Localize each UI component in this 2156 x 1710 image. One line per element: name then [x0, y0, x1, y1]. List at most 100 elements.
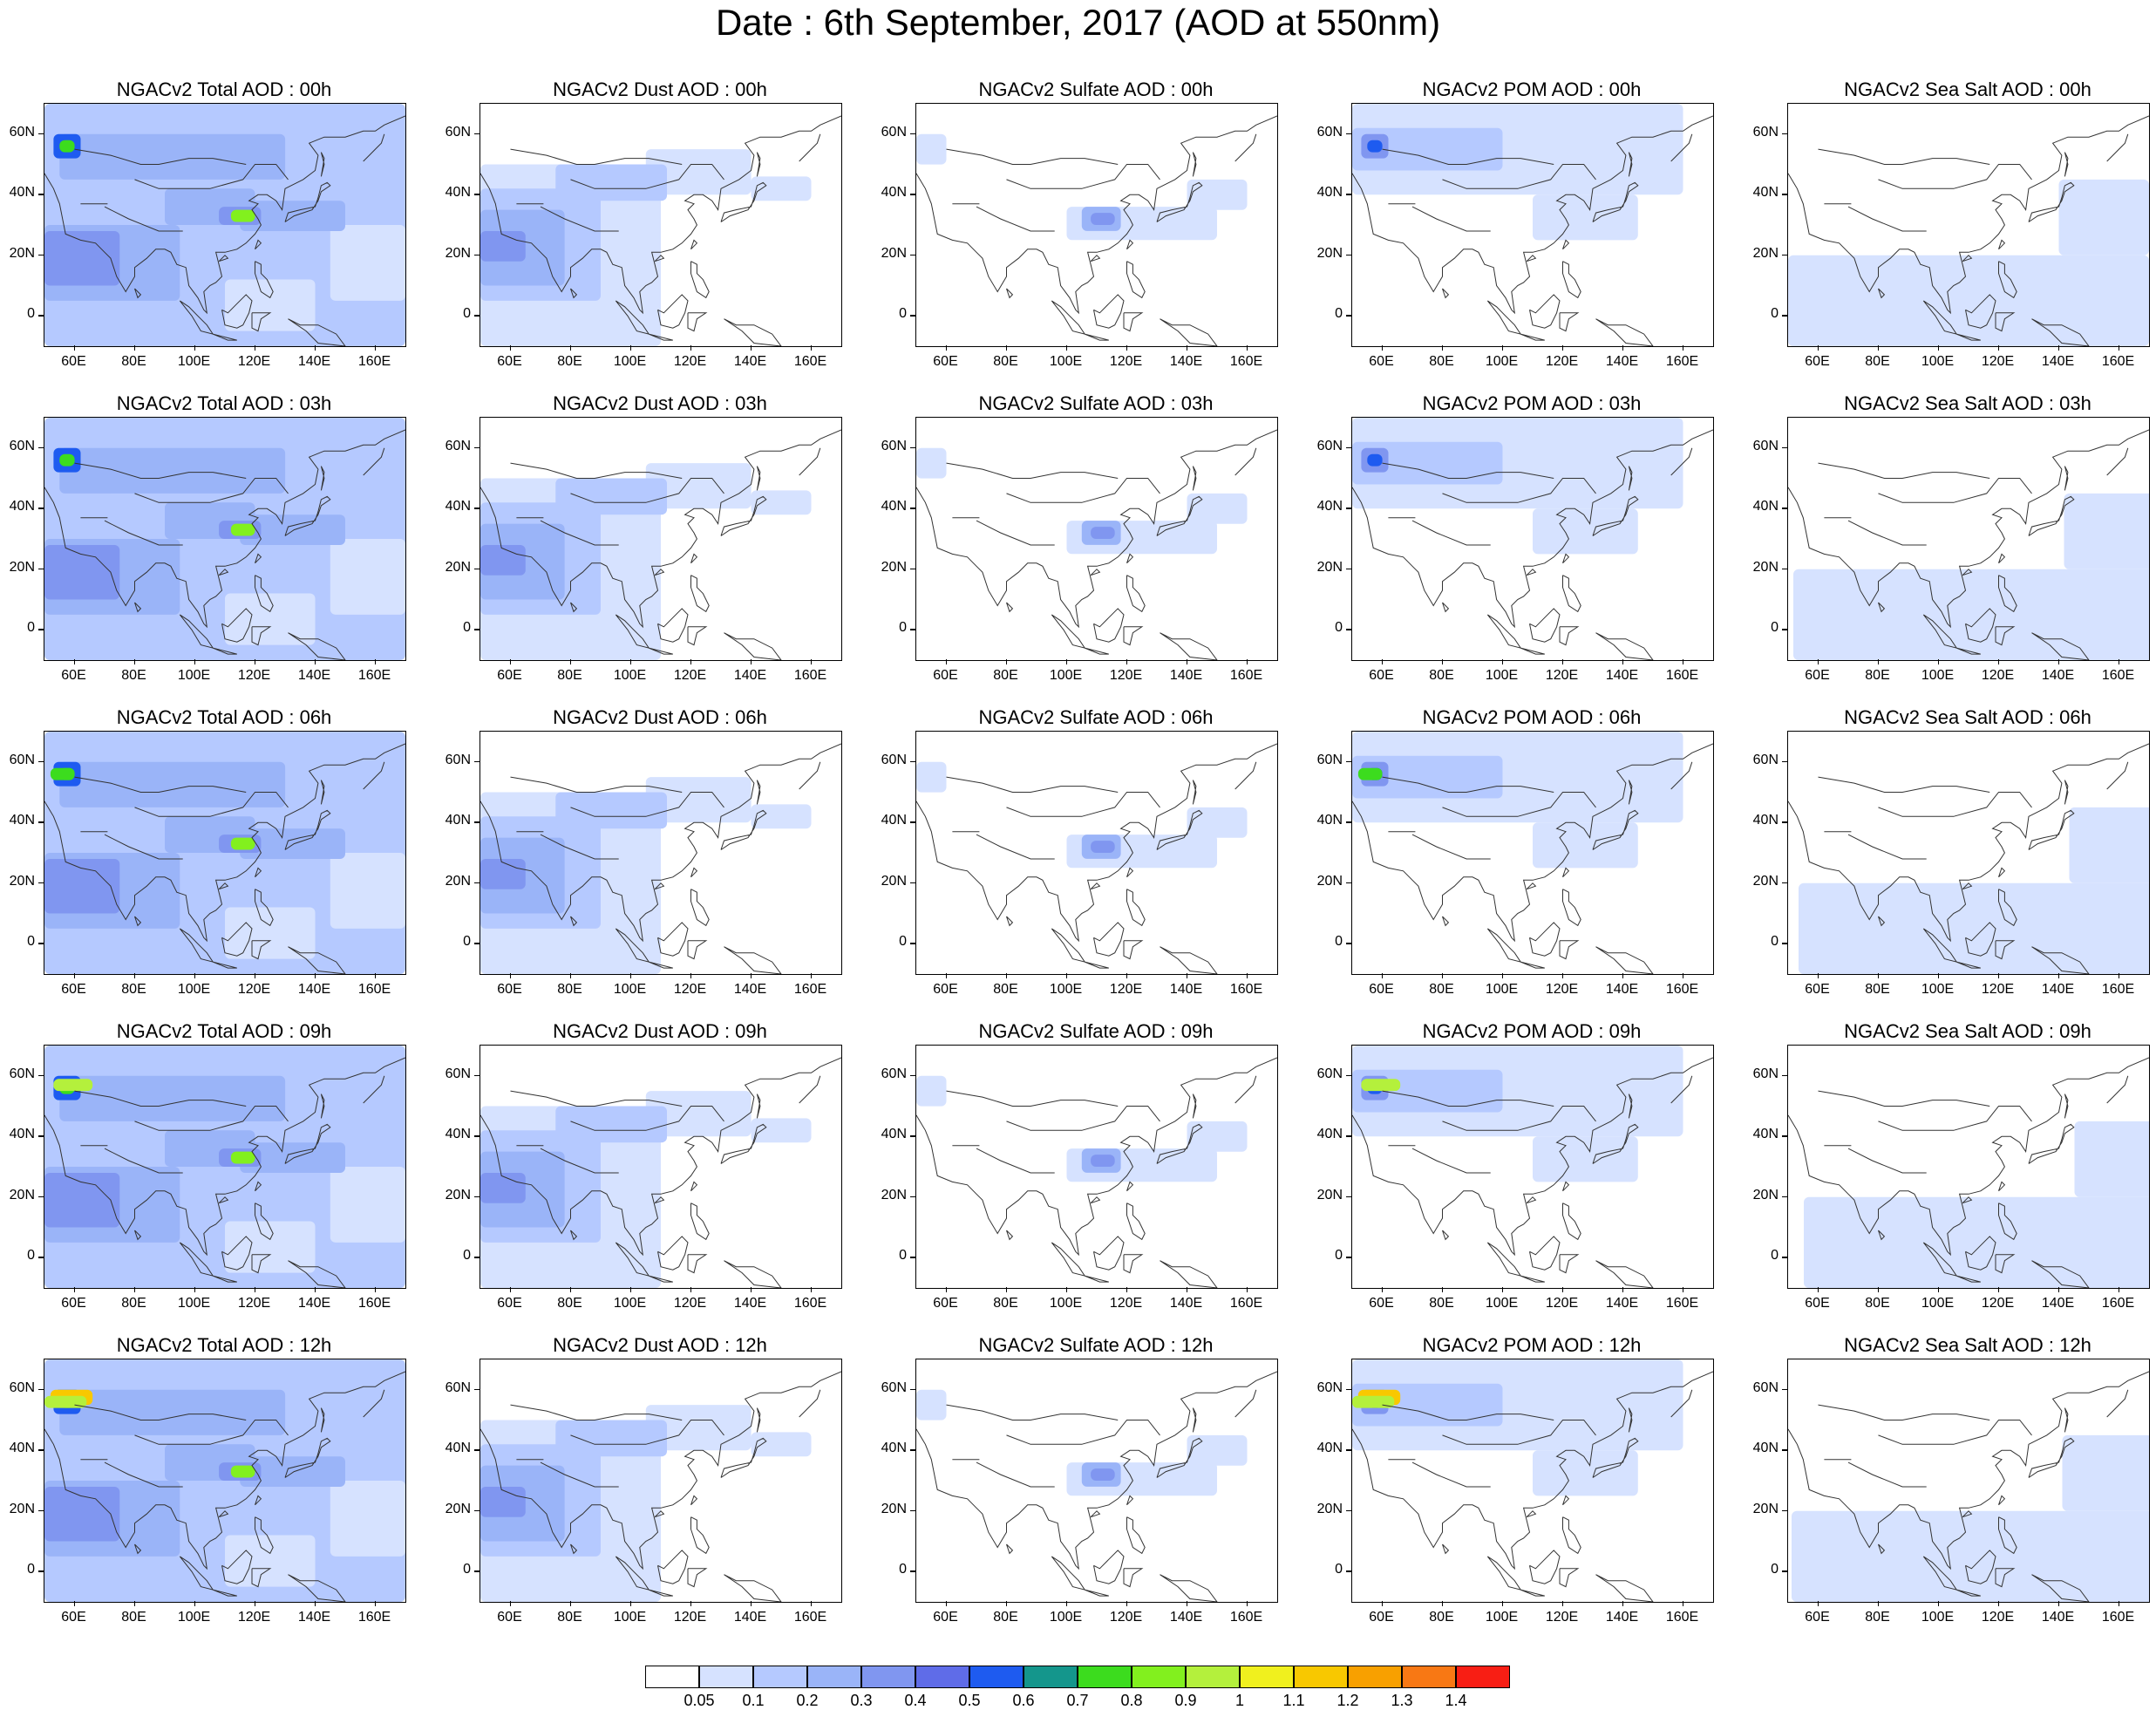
lat-tick-label: 0 — [27, 306, 35, 322]
lon-tick-label: 100E — [1921, 1610, 1955, 1625]
lon-tick-label: 140E — [733, 982, 767, 997]
lat-tick-label: 40N — [445, 499, 471, 514]
lat-tick-label: 40N — [445, 1441, 471, 1456]
lon-tick-label: 100E — [177, 668, 211, 683]
lat-tick — [1782, 943, 1787, 944]
lat-tick-label: 60N — [881, 752, 907, 767]
lon-tick-label: 100E — [613, 354, 647, 369]
lat-tick-label: 0 — [899, 1248, 907, 1264]
lon-tick — [810, 345, 812, 351]
lat-tick-label: 0 — [463, 306, 471, 322]
map-plot-area — [1787, 1359, 2150, 1603]
lat-tick-label: 60N — [1752, 1066, 1779, 1081]
lat-tick-label: 40N — [1316, 1441, 1343, 1456]
lat-tick-label: 20N — [1316, 1501, 1343, 1516]
lon-tick — [133, 1601, 135, 1606]
panel-title: NGACv2 Sulfate AOD : 00h — [978, 78, 1214, 100]
map-plot-area — [1351, 1359, 1714, 1603]
lon-tick — [1937, 659, 1939, 664]
lon-tick-label: 160E — [357, 982, 391, 997]
lat-tick — [1346, 1135, 1351, 1137]
lon-tick-label: 80E — [1865, 354, 1890, 369]
colorbar-swatch — [699, 1666, 753, 1688]
lat-tick — [910, 315, 915, 317]
lat-tick — [38, 1388, 44, 1391]
lat-tick — [474, 446, 479, 449]
aod-map — [1788, 743, 2149, 974]
lon-tick — [1501, 659, 1503, 664]
lon-tick-label: 80E — [993, 1296, 1018, 1311]
lon-tick — [1381, 1601, 1383, 1606]
lat-tick — [38, 1509, 44, 1512]
aod-region — [916, 1075, 947, 1107]
aod-map — [1352, 104, 1713, 346]
lon-tick — [1501, 973, 1503, 978]
lon-tick-label: 60E — [1369, 668, 1394, 683]
lon-tick-label: 140E — [2041, 354, 2075, 369]
lon-tick-label: 140E — [1169, 354, 1203, 369]
lon-tick-label: 80E — [1865, 668, 1890, 683]
colorbar-swatch — [1456, 1666, 1510, 1688]
aod-region — [555, 1420, 667, 1457]
aod-region — [1352, 127, 1503, 171]
lon-tick-label: 120E — [237, 668, 271, 683]
aod-region — [230, 209, 255, 222]
lon-tick-label: 60E — [61, 982, 86, 997]
map-plot-area — [1787, 1045, 2150, 1289]
lon-tick-label: 160E — [1229, 1296, 1263, 1311]
lon-tick-label: 160E — [2101, 668, 2135, 683]
lon-tick — [1126, 345, 1127, 351]
lon-tick — [569, 1287, 571, 1292]
aod-region — [1823, 584, 1974, 615]
lat-tick — [910, 1570, 915, 1572]
aod-region — [916, 1389, 947, 1420]
aod-region — [1091, 527, 1115, 539]
lon-tick-label: 120E — [1981, 1610, 2015, 1625]
aod-map — [916, 115, 1277, 346]
lat-tick-label: 60N — [9, 752, 35, 767]
lon-tick — [314, 973, 316, 978]
lon-tick — [1441, 1601, 1443, 1606]
colorbar-label: 0.1 — [742, 1692, 765, 1709]
lat-tick-label: 40N — [9, 1127, 35, 1142]
aod-region — [1793, 569, 2149, 660]
lon-tick-label: 80E — [1865, 1610, 1890, 1625]
lat-tick — [1782, 1388, 1787, 1391]
lat-tick-label: 0 — [1771, 934, 1779, 950]
lat-tick-label: 40N — [1316, 499, 1343, 514]
lat-tick-label: 20N — [881, 245, 907, 261]
coastline — [480, 1371, 841, 1602]
lon-tick-label: 140E — [1605, 1296, 1639, 1311]
lon-tick — [690, 659, 691, 664]
lat-tick-label: 60N — [1316, 1380, 1343, 1395]
aod-region — [751, 804, 812, 829]
lon-tick-label: 100E — [177, 982, 211, 997]
lon-tick-label: 160E — [1665, 1610, 1699, 1625]
aod-region — [645, 149, 752, 195]
lat-tick-label: 0 — [899, 1562, 907, 1577]
colorbar-label: 1.2 — [1336, 1692, 1359, 1709]
lat-tick-label: 20N — [9, 873, 35, 889]
aod-region — [240, 1456, 345, 1487]
lon-tick — [629, 345, 631, 351]
map-panel: NGACv2 POM AOD : 12h 60N 40N 20N 0 60E 80E 100E… — [1308, 1334, 1714, 1648]
lon-tick — [1005, 345, 1007, 351]
lat-tick-label: 20N — [1316, 559, 1343, 575]
aod-region — [480, 1487, 526, 1517]
map-plot-area — [44, 1045, 406, 1289]
lon-tick — [1817, 973, 1819, 978]
aod-region — [751, 490, 812, 515]
lon-tick-label: 140E — [733, 668, 767, 683]
colorbar-label: 1.3 — [1391, 1692, 1413, 1709]
aod-region — [645, 1405, 752, 1451]
coastline — [480, 115, 841, 346]
aod-region — [59, 761, 286, 807]
aod-region — [1352, 1046, 1683, 1137]
coastline — [1352, 1371, 1713, 1602]
lat-tick-label: 40N — [1752, 499, 1779, 514]
map-plot-area — [479, 1045, 842, 1289]
aod-region — [751, 1118, 812, 1143]
lon-tick — [1246, 973, 1248, 978]
lat-tick — [910, 1449, 915, 1451]
lon-tick-label: 160E — [1229, 668, 1263, 683]
